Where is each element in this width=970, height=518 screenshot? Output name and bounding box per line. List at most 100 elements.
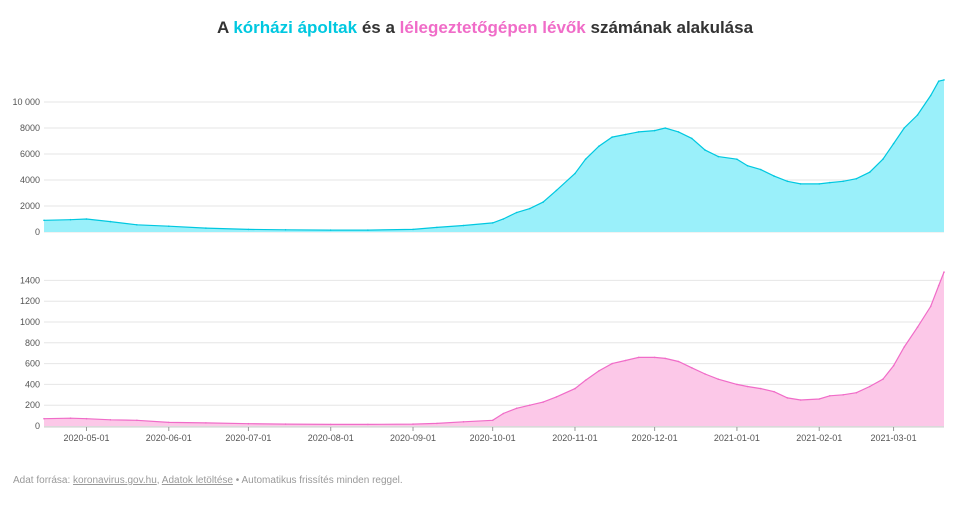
ventilator-y-tick-label: 800 xyxy=(25,338,40,348)
hospitalized-point xyxy=(502,218,505,220)
hospitalized-point xyxy=(799,183,802,185)
ventilator-y-tick-label: 0 xyxy=(35,421,40,431)
ventilator-point xyxy=(502,412,505,415)
ventilator-point xyxy=(136,419,138,422)
ventilator-point xyxy=(168,421,170,424)
ventilator-point xyxy=(746,385,749,388)
ventilator-point xyxy=(491,419,494,422)
ventilator-point xyxy=(937,284,940,287)
ventilator-point xyxy=(247,422,250,425)
hospitalized-point xyxy=(943,79,945,81)
ventilator-point xyxy=(598,370,600,372)
charts-svg: 0 2000 4000 6000 8000 10 000 0 200 400 600 800 100… xyxy=(12,79,945,443)
x-tick-label: 2020-05-01 xyxy=(63,433,109,443)
hospitalized-point xyxy=(529,207,531,210)
download-link[interactable]: Adatok letöltése xyxy=(161,475,233,486)
hospitalized-point xyxy=(842,180,844,183)
hospitalized-point xyxy=(584,158,587,160)
hospitalized-point xyxy=(462,224,465,227)
hospitalized-point xyxy=(916,114,919,116)
hospitalized-point xyxy=(436,226,438,229)
ventilator-y-tick-label: 1200 xyxy=(20,296,40,306)
ventilator-point xyxy=(799,399,802,401)
hospitalized-point xyxy=(329,229,332,231)
ventilator-point xyxy=(109,419,112,421)
ventilator-point xyxy=(773,390,775,393)
hospitalized-area xyxy=(44,79,944,233)
hospitalized-point xyxy=(168,225,170,227)
ventilator-point xyxy=(818,398,820,400)
ventilator-point xyxy=(855,391,858,394)
ventilator-point xyxy=(529,404,531,407)
ventilator-panel: 0 200 400 600 800 1000 1200 1400 xyxy=(20,271,945,431)
source-link[interactable]: koronavirus.gov.hu xyxy=(73,475,157,486)
hospitalized-panel: 0 2000 4000 6000 8000 10 000 xyxy=(12,79,945,237)
ventilator-point xyxy=(882,378,884,381)
title-highlight-hospitalized: kórházi ápoltak xyxy=(233,18,358,37)
ventilator-point xyxy=(436,422,438,425)
hospitalized-point xyxy=(515,211,518,214)
hospitalized-point xyxy=(736,158,738,160)
hospitalized-point xyxy=(677,131,680,133)
hospitalized-point xyxy=(367,229,369,231)
x-tick-label: 2021-01-01 xyxy=(714,433,760,443)
hospitalized-point xyxy=(611,136,613,138)
ventilator-point xyxy=(69,417,72,420)
ventilator-point xyxy=(584,379,587,382)
ventilator-line xyxy=(43,271,945,425)
hospitalized-y-tick-label: 0 xyxy=(35,227,40,237)
title-highlight-ventilator: lélegeztetőgépen lévők xyxy=(399,18,586,37)
ventilator-point xyxy=(624,359,627,362)
hospitalized-point xyxy=(829,181,831,184)
ventilator-point xyxy=(462,421,465,423)
ventilator-y-tick-label: 600 xyxy=(25,359,40,369)
hospitalized-point xyxy=(855,177,858,180)
hospitalized-point xyxy=(85,218,88,220)
hospitalized-point xyxy=(664,127,666,129)
footer-prefix: Adat forrása: xyxy=(13,475,74,486)
hospitalized-point xyxy=(868,171,871,173)
x-axis: 2020-05-01 2020-06-01 2020-07-01 2020-08-01… xyxy=(44,426,944,443)
ventilator-y-tick-label: 400 xyxy=(25,379,40,389)
ventilator-point xyxy=(892,364,895,367)
ventilator-point xyxy=(611,362,613,365)
ventilator-point xyxy=(704,373,706,375)
x-tick-label: 2020-09-01 xyxy=(390,433,436,443)
hospitalized-y-tick-label: 6000 xyxy=(20,149,40,159)
hospitalized-point xyxy=(412,228,414,231)
footer-suffix: • Automatikus frissítés minden reggel. xyxy=(232,475,403,486)
hospitalized-point xyxy=(247,228,250,231)
ventilator-point xyxy=(842,394,844,396)
x-tick-label: 2020-06-01 xyxy=(146,433,192,443)
hospitalized-point xyxy=(624,133,627,136)
hospitalized-point xyxy=(929,94,932,97)
ventilator-point xyxy=(574,387,576,390)
hospitalized-y-tick-label: 8000 xyxy=(20,123,40,133)
hospitalized-point xyxy=(653,129,656,132)
hospitalized-point xyxy=(69,218,72,221)
hospitalized-point xyxy=(746,164,749,167)
ventilator-point xyxy=(412,423,414,425)
hospitalized-point xyxy=(491,222,494,224)
hospitalized-point xyxy=(717,155,720,158)
ventilator-point xyxy=(916,326,919,329)
hospitalized-point xyxy=(691,137,693,140)
ventilator-point xyxy=(85,417,88,420)
hospitalized-point xyxy=(760,168,762,171)
footer-sep: , xyxy=(156,475,162,486)
ventilator-point xyxy=(903,346,905,348)
ventilator-point xyxy=(943,271,945,273)
hospitalized-point xyxy=(786,180,789,183)
hospitalized-point xyxy=(818,183,820,185)
hospitalized-point xyxy=(598,145,600,147)
ventilator-point xyxy=(868,385,871,388)
hospitalized-y-tick-label: 10 000 xyxy=(12,97,40,107)
ventilator-point xyxy=(677,360,680,363)
ventilator-y-tick-label: 1000 xyxy=(20,317,40,327)
hospitalized-point xyxy=(555,189,558,192)
ventilator-y-tick-label: 1400 xyxy=(20,275,40,285)
ventilator-point xyxy=(929,305,932,308)
ventilator-point xyxy=(284,423,287,425)
ventilator-point xyxy=(760,387,762,390)
hospitalized-point xyxy=(882,158,884,160)
